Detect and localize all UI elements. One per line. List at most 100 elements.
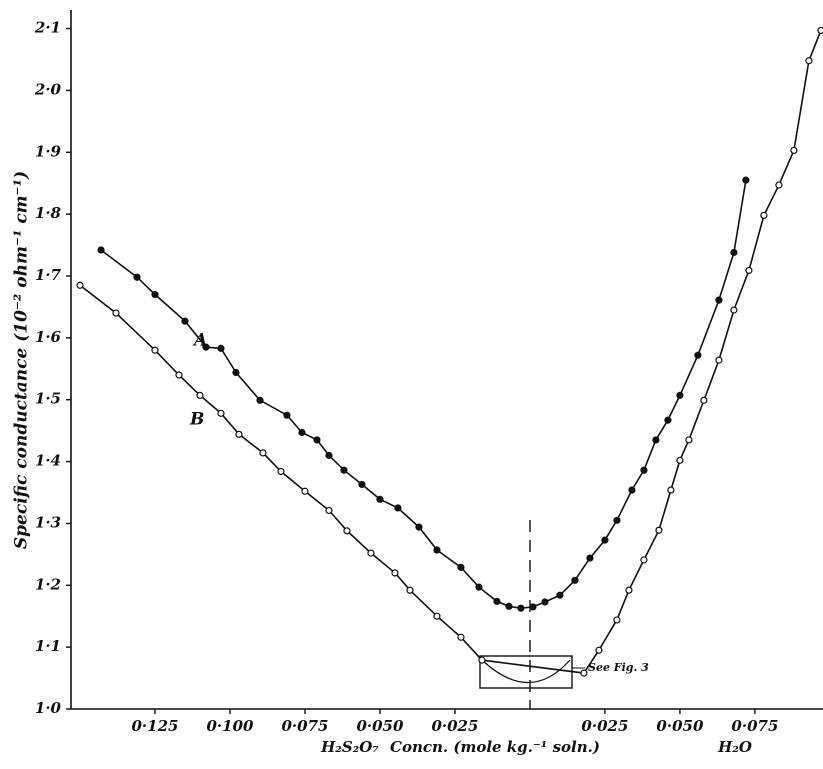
point xyxy=(433,546,441,554)
y-tick-label: 1·7 xyxy=(35,266,62,284)
y-tick-label: 2·0 xyxy=(34,80,62,98)
point xyxy=(343,527,351,535)
y-tick-label: 1·6 xyxy=(35,328,62,346)
point xyxy=(715,356,723,364)
point xyxy=(151,290,159,299)
x-tick-label: 0·075 xyxy=(281,717,328,735)
x-tick-label: 0·025 xyxy=(581,717,628,735)
point xyxy=(730,248,738,257)
point xyxy=(457,633,465,641)
x-tick-label: 0·025 xyxy=(431,717,478,735)
x-axis-label-left: H₂S₂O₇ xyxy=(320,738,379,756)
point xyxy=(457,563,465,571)
y-tick-label: 1·5 xyxy=(35,390,61,408)
point xyxy=(151,346,159,354)
point xyxy=(112,309,120,317)
x-tick-label: 0·075 xyxy=(731,717,778,735)
point xyxy=(571,576,579,584)
point xyxy=(478,656,486,664)
annotation: B xyxy=(189,410,204,430)
point xyxy=(640,556,648,564)
point xyxy=(175,371,183,379)
point xyxy=(415,523,423,531)
point xyxy=(376,495,384,503)
point xyxy=(235,430,243,438)
point xyxy=(790,146,798,155)
point xyxy=(676,456,684,464)
point xyxy=(601,536,609,544)
point xyxy=(232,368,240,377)
point xyxy=(313,436,321,444)
point xyxy=(196,391,204,399)
point xyxy=(628,486,636,494)
point xyxy=(613,616,621,624)
x-axis-label-right: H₂O xyxy=(717,738,752,756)
x-axis-label: Concn. (mole kg.⁻¹ soln.) xyxy=(390,738,600,756)
inset-box xyxy=(479,655,573,689)
point xyxy=(664,416,672,424)
x-tick-label: 0·125 xyxy=(131,717,178,735)
point xyxy=(685,436,693,444)
y-tick-label: 1·8 xyxy=(35,204,62,222)
point xyxy=(493,597,501,605)
point xyxy=(586,554,594,562)
x-tick-label: 0·100 xyxy=(206,717,254,735)
y-tick-label: 1·1 xyxy=(35,637,61,655)
y-tick-label: 1·9 xyxy=(35,142,62,160)
inset-curve xyxy=(481,659,571,683)
point xyxy=(595,646,603,654)
point xyxy=(367,549,375,557)
point xyxy=(433,612,441,620)
point xyxy=(667,486,675,494)
point xyxy=(181,317,189,325)
y-axis-label: Specific conductance (10⁻² ohm⁻¹ cm⁻¹) xyxy=(12,171,32,549)
point xyxy=(805,57,813,65)
point xyxy=(655,526,663,534)
point xyxy=(505,602,513,610)
point xyxy=(406,586,414,594)
point xyxy=(742,176,750,184)
point xyxy=(301,487,309,495)
point xyxy=(394,504,402,512)
point xyxy=(640,466,648,474)
point xyxy=(775,181,783,189)
point xyxy=(202,343,210,351)
point xyxy=(730,306,738,314)
y-tick-label: 1·0 xyxy=(35,699,62,717)
y-tick-label: 2·1 xyxy=(34,19,61,37)
point xyxy=(676,391,684,399)
point xyxy=(613,516,621,524)
point xyxy=(745,266,753,275)
point xyxy=(298,428,306,437)
point xyxy=(652,436,660,444)
point xyxy=(817,26,823,35)
point xyxy=(97,246,105,254)
x-tick-label: 0·050 xyxy=(656,717,704,735)
y-tick-label: 1·2 xyxy=(35,575,61,593)
point xyxy=(217,344,225,352)
point xyxy=(517,604,525,612)
point xyxy=(700,396,708,404)
point xyxy=(358,480,366,489)
point xyxy=(256,396,264,404)
x-tick-label: 0·050 xyxy=(356,717,404,735)
point xyxy=(529,603,537,611)
point xyxy=(133,273,141,281)
point xyxy=(259,449,267,457)
annotation: See Fig. 3 xyxy=(588,661,649,674)
point xyxy=(391,569,399,577)
y-tick-label: 1·3 xyxy=(35,513,61,531)
y-tick-label: 1·4 xyxy=(35,452,61,470)
point xyxy=(475,583,483,591)
point xyxy=(217,409,225,417)
point xyxy=(76,281,84,289)
point xyxy=(556,591,564,599)
point xyxy=(340,466,348,474)
point xyxy=(760,211,768,219)
point xyxy=(541,598,549,606)
point xyxy=(325,451,333,459)
point xyxy=(580,669,588,677)
point xyxy=(325,506,333,515)
point xyxy=(625,586,633,594)
